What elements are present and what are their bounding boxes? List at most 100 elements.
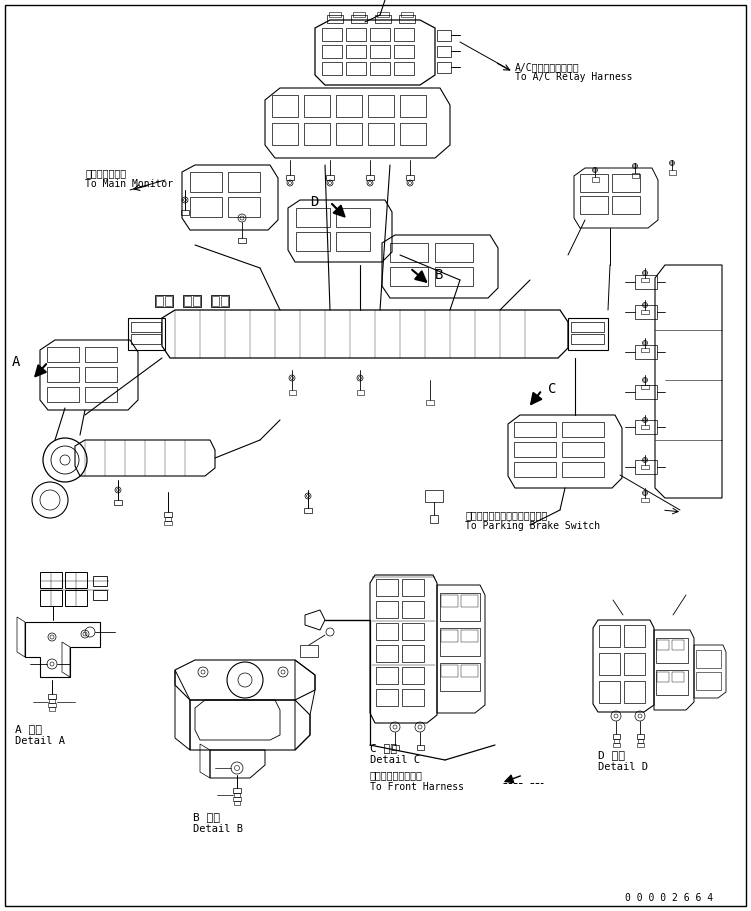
Text: Detail D: Detail D xyxy=(598,762,648,772)
Bar xyxy=(696,672,721,690)
Bar xyxy=(366,175,374,180)
Bar xyxy=(599,653,620,675)
Bar xyxy=(392,745,399,750)
Bar xyxy=(327,15,343,23)
Bar xyxy=(165,296,172,306)
Bar xyxy=(638,739,643,743)
Bar xyxy=(624,681,645,703)
Text: 0 0 0 0 2 6 6 4: 0 0 0 0 2 6 6 4 xyxy=(625,893,713,903)
Bar xyxy=(336,208,370,227)
Bar xyxy=(580,196,608,214)
Bar xyxy=(641,348,649,352)
Bar xyxy=(329,12,341,17)
Bar xyxy=(399,15,415,23)
Bar xyxy=(402,601,424,618)
Bar xyxy=(402,623,424,640)
Bar xyxy=(656,638,688,663)
Bar xyxy=(641,385,649,389)
Bar xyxy=(156,296,163,306)
Text: To A/C Relay Harness: To A/C Relay Harness xyxy=(515,72,632,82)
Bar xyxy=(624,653,645,675)
Bar xyxy=(632,173,639,178)
Bar xyxy=(286,175,294,180)
Bar xyxy=(370,62,390,75)
Bar xyxy=(417,745,424,750)
Bar xyxy=(370,28,390,41)
Bar xyxy=(461,595,478,607)
Bar xyxy=(336,232,370,251)
Bar xyxy=(514,462,556,477)
Text: To Main Monitor: To Main Monitor xyxy=(85,179,173,189)
Bar xyxy=(49,699,55,703)
Bar xyxy=(401,12,413,17)
Bar xyxy=(40,590,62,606)
Bar xyxy=(238,238,246,243)
Bar xyxy=(514,442,556,457)
Bar xyxy=(426,400,434,405)
Bar xyxy=(669,170,676,175)
Bar xyxy=(40,572,62,588)
Bar xyxy=(211,295,229,307)
Bar xyxy=(300,645,318,657)
Bar xyxy=(580,174,608,192)
Text: Detail A: Detail A xyxy=(15,736,65,746)
Bar xyxy=(336,123,362,145)
Bar xyxy=(394,45,414,58)
Text: C 詳細: C 詳細 xyxy=(370,743,397,753)
Bar xyxy=(353,12,365,17)
Bar xyxy=(377,12,389,17)
Bar xyxy=(657,672,669,682)
Bar xyxy=(441,630,458,642)
Bar xyxy=(425,490,443,502)
Bar xyxy=(400,95,426,117)
Bar xyxy=(65,590,87,606)
Bar xyxy=(296,232,330,251)
Bar xyxy=(48,703,56,707)
Bar xyxy=(641,465,649,469)
Bar xyxy=(635,305,657,319)
Bar xyxy=(435,243,473,262)
Bar xyxy=(441,595,458,607)
Bar xyxy=(441,665,458,677)
Bar xyxy=(65,572,87,588)
Bar xyxy=(402,579,424,596)
Bar xyxy=(435,267,473,286)
Bar xyxy=(368,95,394,117)
Bar xyxy=(440,593,480,621)
Bar xyxy=(437,62,451,73)
Bar xyxy=(375,15,391,23)
Bar xyxy=(376,645,398,662)
Bar xyxy=(612,174,640,192)
Bar xyxy=(190,197,222,217)
Bar xyxy=(696,650,721,668)
Bar xyxy=(571,322,604,332)
Bar xyxy=(562,442,604,457)
Bar xyxy=(368,123,394,145)
Text: D 詳細: D 詳細 xyxy=(598,750,625,760)
Text: B: B xyxy=(435,268,443,282)
Bar xyxy=(635,275,657,289)
Bar xyxy=(376,667,398,684)
Bar xyxy=(400,123,426,145)
Text: C: C xyxy=(548,382,556,396)
Bar xyxy=(233,788,241,793)
Bar xyxy=(514,422,556,437)
Text: フロントハーネスへ: フロントハーネスへ xyxy=(370,770,423,780)
Bar xyxy=(47,387,79,402)
Bar xyxy=(183,295,201,307)
Bar xyxy=(672,640,684,650)
Bar xyxy=(322,45,342,58)
Bar xyxy=(346,28,366,41)
Bar xyxy=(437,30,451,41)
Bar xyxy=(656,670,688,695)
Text: A/Cリレーハーネスへ: A/Cリレーハーネスへ xyxy=(515,62,580,72)
Bar xyxy=(181,210,189,215)
Bar xyxy=(272,95,298,117)
Bar xyxy=(322,28,342,41)
Bar xyxy=(93,590,107,600)
Bar xyxy=(440,663,480,691)
Bar xyxy=(613,743,620,747)
Bar xyxy=(376,623,398,640)
Bar xyxy=(304,95,330,117)
Bar xyxy=(346,45,366,58)
